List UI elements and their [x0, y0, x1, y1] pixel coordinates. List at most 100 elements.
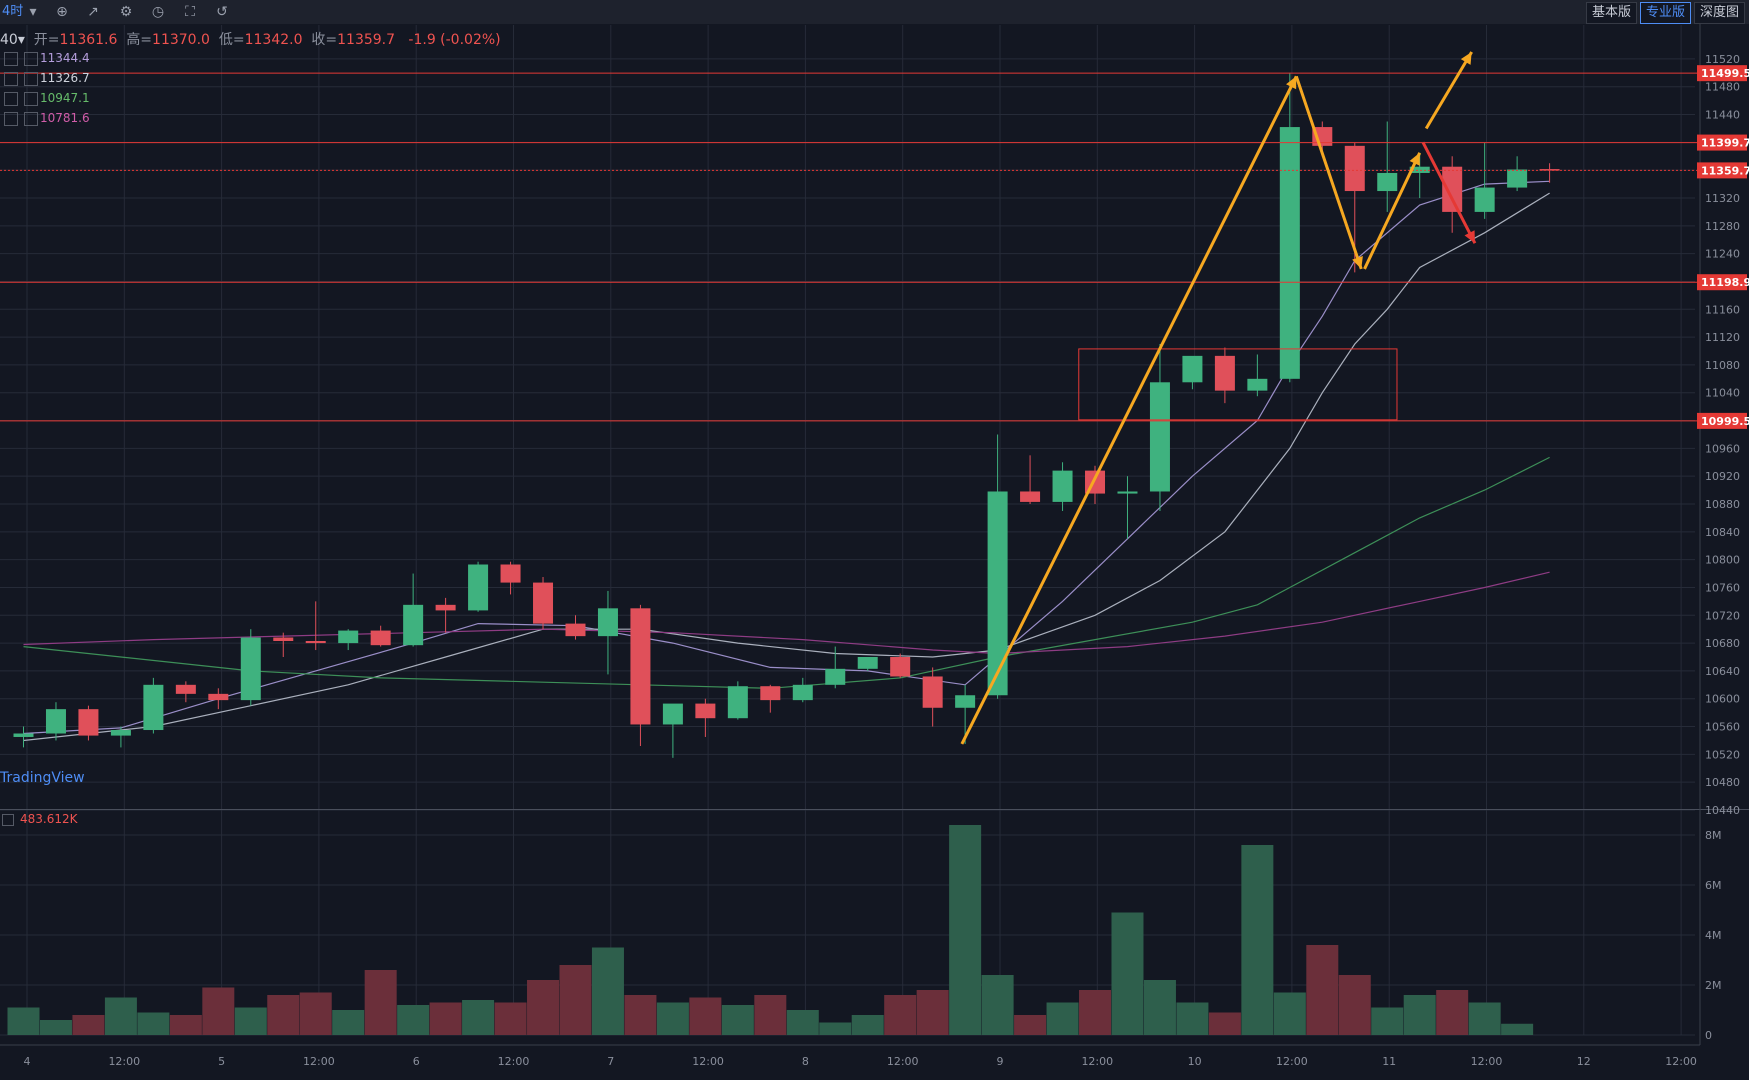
reset-icon[interactable]: ↺: [216, 4, 228, 20]
candle-body: [1182, 355, 1203, 383]
volume-bar: [1176, 1002, 1209, 1035]
price-tick-label: 11080: [1705, 359, 1740, 372]
candle-body: [500, 564, 521, 583]
candle-body: [305, 641, 326, 644]
chevron-down-icon[interactable]: ▾: [29, 4, 37, 20]
price-tick-label: 10960: [1705, 442, 1740, 455]
candle-body: [13, 733, 34, 737]
close-icon[interactable]: [2, 813, 14, 826]
eye-icon[interactable]: [4, 91, 18, 106]
volume-bar: [1371, 1007, 1404, 1035]
volume-bar: [1306, 945, 1339, 1035]
candle-body: [1214, 355, 1235, 391]
settings-icon[interactable]: ⚙: [119, 4, 133, 20]
close-icon[interactable]: [24, 51, 38, 66]
fullscreen-icon[interactable]: ⛶: [185, 4, 195, 20]
volume-value: 483.612K: [20, 812, 78, 826]
volume-bar: [72, 1015, 105, 1035]
volume-bar: [169, 1015, 202, 1035]
candle-body: [1344, 145, 1365, 192]
candle-body: [662, 703, 683, 725]
chart-type-icon[interactable]: ↗: [87, 4, 99, 20]
depth-chart-button[interactable]: 深度图: [1694, 2, 1746, 24]
candle-body: [565, 623, 586, 637]
price-level-label-text: 10999.5: [1701, 415, 1749, 428]
indicator-add-icon[interactable]: ⊕: [56, 4, 68, 20]
candle-body: [468, 564, 489, 611]
arrow-head: [1352, 256, 1363, 269]
volume-bar: [819, 1022, 852, 1035]
clock-icon[interactable]: ◷: [151, 4, 165, 20]
trend-arrow: [1294, 75, 1363, 270]
volume-bar: [1468, 1002, 1501, 1035]
candle-body: [110, 730, 131, 736]
time-tick-label: 9: [997, 1055, 1004, 1068]
candle-body: [240, 637, 261, 701]
close-icon[interactable]: [24, 71, 38, 86]
price-tick-label: 10760: [1705, 581, 1740, 594]
price-tick-label: 10520: [1705, 748, 1740, 761]
volume-tick-label: 4M: [1705, 929, 1722, 942]
candle-body: [987, 491, 1008, 696]
volume-bar: [1241, 845, 1274, 1035]
volume-bar: [981, 975, 1014, 1035]
high-value: 11370.0: [152, 32, 210, 48]
volume-bar: [7, 1007, 40, 1035]
pro-version-button[interactable]: 专业版: [1640, 2, 1692, 24]
volume-bar: [364, 970, 397, 1035]
ma-row-4: 10781.6: [0, 109, 90, 127]
volume-bar: [949, 825, 982, 1035]
candle-body: [922, 676, 943, 708]
candle-body: [1117, 491, 1138, 494]
volume-bar: [429, 1002, 462, 1035]
price-tick-label: 11280: [1705, 220, 1740, 233]
top-toolbar: 4时 ▾ ⊕ ↗ ⚙ ◷ ⛶ ↺ 基本版 专业版 深度图: [0, 0, 1749, 24]
volume-tick-label: 2M: [1705, 979, 1722, 992]
close-icon[interactable]: [24, 111, 38, 126]
interval-select[interactable]: 4时: [2, 4, 24, 19]
volume-bar: [1111, 912, 1144, 1035]
ma-value-2: 11326.7: [40, 71, 90, 85]
eye-icon[interactable]: [4, 71, 18, 86]
chevron-down-icon[interactable]: ▾: [17, 32, 25, 48]
basic-version-button[interactable]: 基本版: [1586, 2, 1638, 24]
arrow-head: [1460, 51, 1472, 65]
volume-bar: [1046, 1002, 1079, 1035]
candle-body: [370, 630, 391, 646]
eye-icon[interactable]: [4, 51, 18, 66]
candle-body: [1442, 166, 1463, 212]
candle-body: [760, 686, 781, 701]
volume-bar: [1403, 995, 1436, 1035]
price-tick-label: 10880: [1705, 498, 1740, 511]
ma-row-3: 10947.1: [0, 89, 90, 107]
price-level-label-bg: [1697, 274, 1747, 291]
volume-bar: [754, 995, 787, 1035]
price-tick-label: 10800: [1705, 554, 1740, 567]
close-icon[interactable]: [24, 91, 38, 106]
volume-label: 483.612K: [0, 812, 78, 826]
volume-bar: [234, 1007, 267, 1035]
volume-bar: [202, 987, 235, 1035]
volume-bar: [1338, 975, 1371, 1035]
candle-body: [1507, 169, 1528, 188]
time-tick-label: 8: [802, 1055, 809, 1068]
price-tick-label: 10600: [1705, 693, 1740, 706]
price-level-label-bg: [1697, 412, 1747, 429]
candle-body: [143, 684, 164, 731]
volume-bar: [462, 1000, 495, 1035]
candle-body: [208, 693, 229, 701]
price-tick-label: 11040: [1705, 387, 1740, 400]
eye-icon[interactable]: [4, 111, 18, 126]
candle-body: [857, 657, 878, 669]
time-tick-label: 12:00: [108, 1055, 140, 1068]
price-tick-label: 11120: [1705, 331, 1740, 344]
close-label: 收=: [311, 32, 338, 48]
price-tick-label: 11480: [1705, 81, 1740, 94]
trend-arrow: [1424, 51, 1473, 130]
volume-tick-label: 6M: [1705, 879, 1722, 892]
price-tick-label: 11520: [1705, 53, 1740, 66]
ma-row-2: 11326.7: [0, 69, 90, 87]
price-level-label-text: 11499.5: [1701, 67, 1749, 80]
change-value: -1.9 (-0.02%): [408, 32, 501, 48]
